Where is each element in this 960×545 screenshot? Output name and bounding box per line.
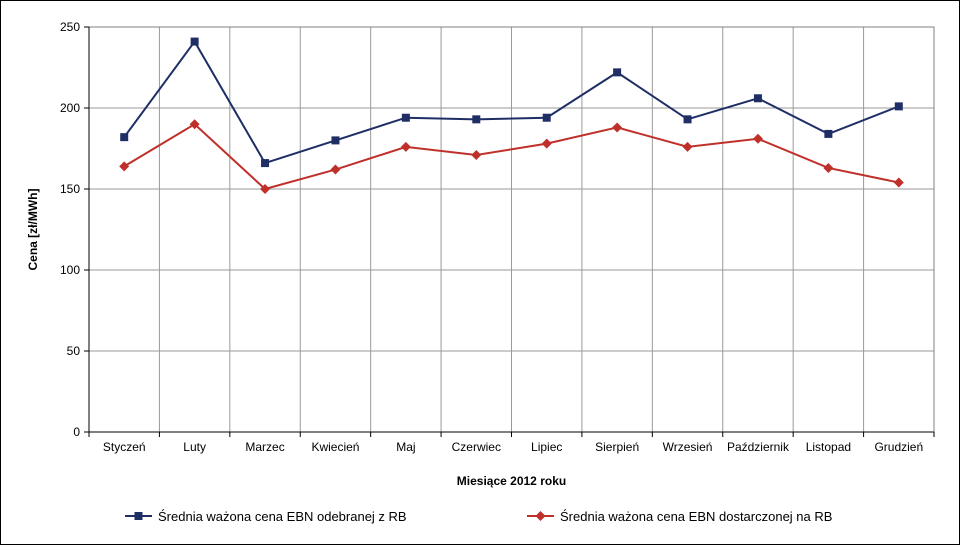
series-line [123,39,900,165]
data-point [753,94,762,103]
y-tick-label: 150 [60,182,80,196]
data-point [261,159,270,168]
data-point [894,102,903,111]
x-tick-label: Luty [183,440,206,454]
x-tick-label: Lipiec [531,440,562,454]
x-tick-label: Październik [727,440,790,454]
y-tick-label: 0 [73,425,80,439]
data-point [542,113,551,122]
series-1 [120,37,903,168]
data-point [331,136,340,145]
y-tick-label: 100 [60,263,80,277]
x-axis-title: Miesiące 2012 roku [457,474,566,488]
legend-item-2: Średnia ważona cena EBN dostarczonej na … [527,509,832,524]
legend-item-1: Średnia ważona cena EBN odebranej z RB [125,509,407,524]
x-tick-label: Grudzień [874,440,923,454]
data-point [824,129,833,138]
data-point [472,115,481,124]
series-line [123,122,899,191]
axes [84,26,935,437]
legend: Średnia ważona cena EBN odebranej z RB Śr… [125,509,832,524]
data-point [471,149,482,160]
data-point [330,164,341,175]
legend-marker [535,511,546,521]
legend-marker [134,512,143,520]
data-point [401,113,410,122]
x-tick-label: Wrzesień [663,440,713,454]
data-point [119,161,130,172]
data-point [893,177,904,188]
data-point [260,184,271,194]
data-point [612,122,623,133]
series-layer [119,37,904,194]
x-tick-label: Marzec [245,440,284,454]
data-point [400,141,411,152]
data-point [190,37,199,46]
x-tick-labels: Styczeń Luty Marzec Kwiecień Maj Czerwiec Lipi… [103,440,923,454]
data-point [682,141,693,152]
y-tick-label: 200 [60,101,80,115]
data-point [613,68,622,77]
data-point [752,133,763,144]
y-tick-label: 250 [60,20,80,34]
data-point [823,162,834,173]
y-axis-title: Cena [zł/MWh] [26,189,40,271]
series-2 [119,119,904,194]
data-point [683,115,692,124]
data-point [189,119,200,130]
legend-label: Średnia ważona cena EBN odebranej z RB [158,509,407,524]
x-tick-label: Maj [396,440,415,454]
y-tick-labels: 0 50 100 150 200 250 [60,20,80,439]
x-tick-label: Styczeń [103,440,146,454]
x-tick-label: Listopad [806,440,851,454]
y-tick-label: 50 [67,344,81,358]
gridlines [89,26,934,432]
legend-label: Średnia ważona cena EBN dostarczonej na … [560,509,832,524]
data-point [541,138,552,149]
x-tick-label: Sierpień [595,440,639,454]
x-tick-label: Czerwiec [452,440,501,454]
x-tick-label: Kwiecień [311,440,359,454]
data-point [120,133,129,142]
